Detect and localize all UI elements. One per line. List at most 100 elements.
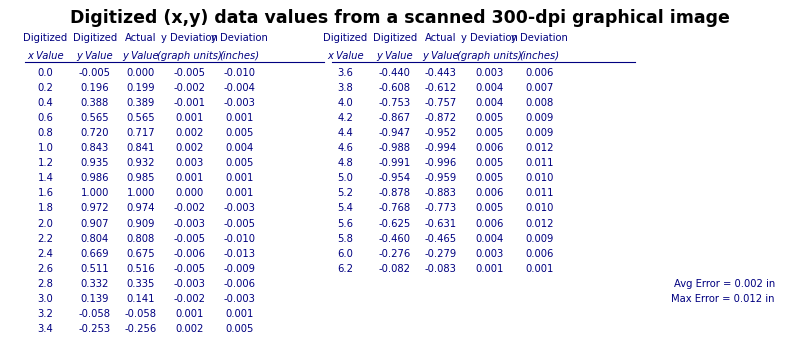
Text: -0.010: -0.010: [223, 68, 255, 78]
Text: 0.005: 0.005: [226, 158, 254, 168]
Text: 0.009: 0.009: [525, 234, 554, 244]
Text: 4.4: 4.4: [338, 128, 354, 139]
Text: 0.972: 0.972: [81, 204, 109, 214]
Text: -0.006: -0.006: [174, 249, 206, 258]
Text: 2.4: 2.4: [38, 249, 54, 258]
Text: -0.006: -0.006: [223, 279, 255, 288]
Text: (graph units): (graph units): [457, 51, 522, 61]
Text: (graph units): (graph units): [157, 51, 222, 61]
Text: 0.932: 0.932: [126, 158, 155, 168]
Text: -0.005: -0.005: [174, 234, 206, 244]
Text: 0.003: 0.003: [475, 68, 503, 78]
Text: 0.909: 0.909: [126, 218, 155, 228]
Text: -0.005: -0.005: [174, 264, 206, 274]
Text: 3.0: 3.0: [38, 294, 54, 304]
Text: 0.004: 0.004: [475, 234, 503, 244]
Text: 0.001: 0.001: [525, 264, 554, 274]
Text: 4.8: 4.8: [338, 158, 354, 168]
Text: -0.001: -0.001: [174, 98, 206, 108]
Text: 4.2: 4.2: [338, 113, 354, 123]
Text: y Value: y Value: [122, 51, 159, 61]
Text: -0.625: -0.625: [378, 218, 411, 228]
Text: 6.0: 6.0: [338, 249, 354, 258]
Text: 0.675: 0.675: [126, 249, 155, 258]
Text: 3.2: 3.2: [38, 309, 54, 319]
Text: -0.994: -0.994: [425, 144, 457, 153]
Text: -0.276: -0.276: [378, 249, 411, 258]
Text: 3.4: 3.4: [38, 324, 54, 334]
Text: 2.6: 2.6: [38, 264, 54, 274]
Text: 1.6: 1.6: [38, 188, 54, 198]
Text: -0.256: -0.256: [125, 324, 157, 334]
Text: 6.2: 6.2: [338, 264, 354, 274]
Text: 0.005: 0.005: [475, 113, 503, 123]
Text: -0.005: -0.005: [174, 68, 206, 78]
Text: 0.669: 0.669: [81, 249, 109, 258]
Text: -0.773: -0.773: [425, 204, 457, 214]
Text: y Deviation: y Deviation: [161, 33, 218, 43]
Text: -0.443: -0.443: [425, 68, 457, 78]
Text: -0.947: -0.947: [378, 128, 410, 139]
Text: 0.001: 0.001: [226, 174, 254, 183]
Text: 4.0: 4.0: [338, 98, 354, 108]
Text: 0.335: 0.335: [126, 279, 155, 288]
Text: 0.001: 0.001: [175, 174, 204, 183]
Text: 0.001: 0.001: [226, 188, 254, 198]
Text: Digitized (x,y) data values from a scanned 300-dpi graphical image: Digitized (x,y) data values from a scann…: [70, 9, 730, 27]
Text: 0.2: 0.2: [38, 83, 54, 93]
Text: y Deviation: y Deviation: [211, 33, 268, 43]
Text: Digitized: Digitized: [323, 33, 367, 43]
Text: 0.005: 0.005: [226, 128, 254, 139]
Text: 2.2: 2.2: [38, 234, 54, 244]
Text: 0.005: 0.005: [475, 204, 503, 214]
Text: Digitized: Digitized: [73, 33, 117, 43]
Text: -0.465: -0.465: [425, 234, 457, 244]
Text: 0.005: 0.005: [475, 158, 503, 168]
Text: 0.008: 0.008: [526, 98, 554, 108]
Text: -0.003: -0.003: [174, 218, 206, 228]
Text: 0.006: 0.006: [475, 188, 503, 198]
Text: -0.988: -0.988: [378, 144, 410, 153]
Text: 0.843: 0.843: [81, 144, 109, 153]
Text: 0.006: 0.006: [475, 144, 503, 153]
Text: 0.001: 0.001: [175, 113, 204, 123]
Text: 0.005: 0.005: [475, 128, 503, 139]
Text: 1.4: 1.4: [38, 174, 54, 183]
Text: 2.8: 2.8: [38, 279, 54, 288]
Text: 0.012: 0.012: [525, 218, 554, 228]
Text: -0.003: -0.003: [223, 204, 255, 214]
Text: -0.954: -0.954: [378, 174, 410, 183]
Text: 5.6: 5.6: [338, 218, 354, 228]
Text: -0.757: -0.757: [425, 98, 457, 108]
Text: 0.001: 0.001: [226, 113, 254, 123]
Text: x Value: x Value: [27, 51, 64, 61]
Text: 0.6: 0.6: [38, 113, 54, 123]
Text: 0.003: 0.003: [175, 158, 203, 168]
Text: 0.141: 0.141: [126, 294, 155, 304]
Text: 2.0: 2.0: [38, 218, 54, 228]
Text: 0.010: 0.010: [525, 174, 554, 183]
Text: 0.717: 0.717: [126, 128, 155, 139]
Text: 5.2: 5.2: [338, 188, 354, 198]
Text: -0.872: -0.872: [425, 113, 457, 123]
Text: Avg Error = 0.002 in: Avg Error = 0.002 in: [674, 279, 775, 288]
Text: -0.058: -0.058: [78, 309, 110, 319]
Text: y Value: y Value: [422, 51, 459, 61]
Text: -0.991: -0.991: [378, 158, 411, 168]
Text: -0.003: -0.003: [174, 279, 206, 288]
Text: (inches): (inches): [519, 51, 559, 61]
Text: 0.002: 0.002: [175, 144, 204, 153]
Text: 1.0: 1.0: [38, 144, 54, 153]
Text: 3.6: 3.6: [338, 68, 354, 78]
Text: -0.867: -0.867: [378, 113, 410, 123]
Text: 0.565: 0.565: [126, 113, 155, 123]
Text: 0.006: 0.006: [525, 68, 554, 78]
Text: 0.511: 0.511: [81, 264, 109, 274]
Text: 0.011: 0.011: [525, 158, 554, 168]
Text: -0.005: -0.005: [78, 68, 110, 78]
Text: 0.006: 0.006: [525, 249, 554, 258]
Text: -0.460: -0.460: [378, 234, 410, 244]
Text: 0.000: 0.000: [127, 68, 155, 78]
Text: x Value: x Value: [327, 51, 364, 61]
Text: 0.907: 0.907: [81, 218, 109, 228]
